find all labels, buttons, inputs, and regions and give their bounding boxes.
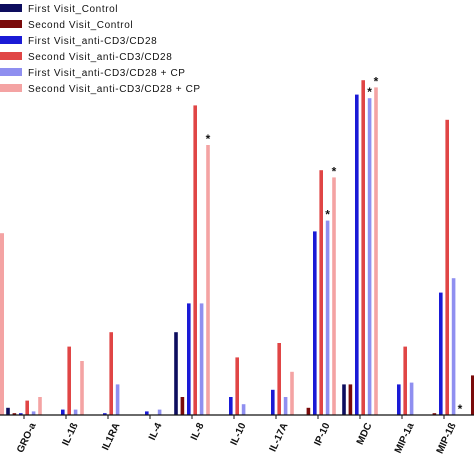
legend-swatch-second-visit-anti-cd3-cd28-cp [0,84,22,92]
significance-star-mdc-second-visit-anti-cd3-cd28-cp: * [374,74,379,88]
bar-il-8-second-visit-anti-cd3-cd28 [193,105,197,416]
x-tick-label-gro-a: GRO-a [15,421,39,455]
bar-ip-10-second-visit-control [306,407,311,415]
x-tick-label-il-8: IL-8 [189,421,207,442]
bar-mdc-first-visit-anti-cd3-cd28-cp [367,98,372,415]
bar-gro-a-first-visit-control [6,407,10,415]
bar-mip-1a-first-visit-anti-cd3-cd28-cp [409,382,414,415]
bar-gro-a-second-visit-anti-cd3-cd28 [25,400,29,415]
x-tick-label-il-10: IL-10 [229,421,249,447]
legend-label-first-visit-anti-cd3-cd28-cp: First Visit_anti-CD3/CD28 + CP [28,68,186,79]
bar-il-8-first-visit-anti-cd3-cd28 [187,303,191,415]
legend-label-first-visit-control: First Visit_Control [28,4,118,15]
bar-ip-10-second-visit-anti-cd3-cd28 [319,170,323,415]
significance-star-ip-10-first-visit-anti-cd3-cd28-cp: * [325,208,330,222]
x-tick-label-il-4: IL-4 [147,421,165,442]
bar-gro-a-first-visit-anti-cd3-cd28 [19,413,23,415]
bar-mip-1-first-visit-anti-cd3-cd28-cp [451,278,456,415]
bar-scd4-clipped-right-edge [471,375,474,415]
legend-swatch-first-visit-control [0,4,22,12]
bar-mip-1-second-visit-anti-cd3-cd28 [445,119,449,416]
bar-il-8-second-visit-anti-cd3-cd28-cp [206,145,210,415]
x-tick-labels: GRO-a IL-1ß IL1RA IL-4 IL-8 IL-10 IL-17A IP-10 M… [15,415,459,456]
bar-gro-a-second-visit-anti-cd3-cd28-cp [38,397,42,415]
x-tick-label-ip-10: IP-10 [312,421,332,448]
significance-star-mip-1-second-visit-anti-cd3-cd28-cp: * [458,402,463,416]
legend-swatch-second-visit-control [0,20,22,28]
x-tick-label-il-1: IL-1ß [60,421,80,447]
x-tick-label-mdc: MDC [355,421,375,446]
bar-mdc-first-visit-anti-cd3-cd28 [355,94,359,415]
x-tick-label-il-17a: IL-17A [268,421,291,453]
bar-il-8-first-visit-control [174,332,178,415]
bar-il-17a-second-visit-anti-cd3-cd28 [277,343,281,415]
legend-swatch-first-visit-anti-cd3-cd28 [0,36,22,44]
bar-il-1-second-visit-anti-cd3-cd28-cp [80,361,84,415]
bar-il1ra-first-visit-anti-cd3-cd28-cp [115,384,120,415]
bar-clipped-left-edge [0,233,4,415]
bar-il-1-second-visit-anti-cd3-cd28 [67,346,71,415]
significance-star-ip-10-second-visit-anti-cd3-cd28-cp: * [332,164,337,178]
bar-il-4-first-visit-anti-cd3-cd28-cp [157,409,162,415]
bar-gro-a-second-visit-control [12,413,17,415]
bar-mip-1-first-visit-anti-cd3-cd28 [439,292,443,415]
x-tick-label-mip-1: MIP-1ß [435,421,459,455]
legend-swatch-second-visit-anti-cd3-cd28 [0,52,22,60]
bar-mip-1a-second-visit-anti-cd3-cd28 [403,346,407,415]
bar-mdc-second-visit-control [348,384,353,415]
annotations-layer: ****** [206,74,463,416]
bars-layer [0,80,474,416]
legend-label-second-visit-control: Second Visit_Control [28,20,133,31]
bar-il-4-first-visit-anti-cd3-cd28 [145,411,149,415]
x-tick-label-mip-1a: MIP-1a [393,421,417,455]
legend-label-first-visit-anti-cd3-cd28: First Visit_anti-CD3/CD28 [28,36,157,47]
bar-il1ra-second-visit-anti-cd3-cd28 [109,332,113,415]
significance-star-mdc-first-visit-anti-cd3-cd28-cp: * [367,85,372,99]
bar-il-17a-first-visit-anti-cd3-cd28-cp [283,397,288,415]
bar-il-8-first-visit-anti-cd3-cd28-cp [199,303,204,415]
bar-il-1-first-visit-anti-cd3-cd28 [61,409,65,415]
significance-star-il-8-second-visit-anti-cd3-cd28-cp: * [206,132,211,146]
bar-il1ra-first-visit-anti-cd3-cd28 [103,413,107,415]
bar-gro-a-first-visit-anti-cd3-cd28-cp [31,411,36,415]
x-tick-label-il1ra: IL1RA [100,421,122,452]
bar-mip-1-second-visit-control [432,413,437,415]
legend: First Visit_Control Second Visit_Control F… [0,4,201,95]
bar-il-17a-first-visit-anti-cd3-cd28 [271,389,275,415]
bar-ip-10-second-visit-anti-cd3-cd28-cp [332,177,336,415]
bar-mdc-second-visit-anti-cd3-cd28 [361,80,365,415]
bar-il-10-second-visit-anti-cd3-cd28 [235,357,239,415]
bar-mip-1a-first-visit-anti-cd3-cd28 [397,384,401,415]
bar-mdc-first-visit-control [342,384,346,415]
bar-il-1-first-visit-anti-cd3-cd28-cp [73,409,78,415]
bar-il-8-second-visit-control [180,397,185,415]
legend-swatch-first-visit-anti-cd3-cd28-cp [0,68,22,76]
bar-il-10-first-visit-anti-cd3-cd28-cp [241,404,246,415]
bar-ip-10-first-visit-anti-cd3-cd28 [313,231,317,415]
bar-mdc-second-visit-anti-cd3-cd28-cp [374,87,378,416]
bar-ip-10-first-visit-anti-cd3-cd28-cp [325,220,330,415]
bar-il-17a-second-visit-anti-cd3-cd28-cp [290,371,294,415]
legend-label-second-visit-anti-cd3-cd28-cp: Second Visit_anti-CD3/CD28 + CP [28,84,201,95]
bar-il-10-first-visit-anti-cd3-cd28 [229,397,233,415]
legend-label-second-visit-anti-cd3-cd28: Second Visit_anti-CD3/CD28 [28,52,172,63]
